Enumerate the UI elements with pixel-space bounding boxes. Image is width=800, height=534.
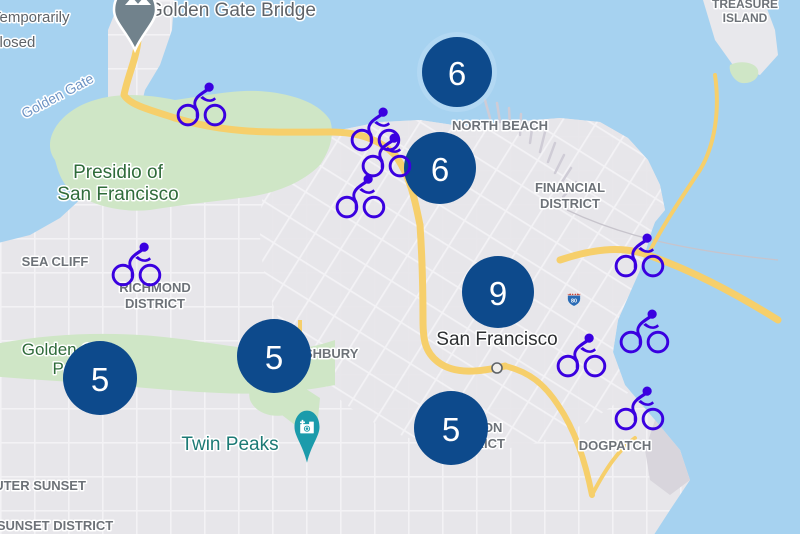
svg-text:DOGPATCH: DOGPATCH bbox=[579, 438, 651, 453]
svg-text:San Francisco: San Francisco bbox=[436, 329, 557, 350]
svg-text:5: 5 bbox=[442, 411, 460, 448]
svg-text:TREASURE: TREASURE bbox=[712, 0, 778, 11]
svg-text:DISTRICT: DISTRICT bbox=[540, 196, 600, 211]
svg-text:Twin Peaks: Twin Peaks bbox=[181, 434, 278, 455]
svg-text:6: 6 bbox=[431, 151, 449, 188]
svg-text:NORTH BEACH: NORTH BEACH bbox=[452, 118, 548, 133]
svg-text:5: 5 bbox=[265, 339, 283, 376]
svg-text:Golden Gate Bridge: Golden Gate Bridge bbox=[148, 0, 316, 21]
svg-text:closed: closed bbox=[0, 34, 35, 51]
svg-text:DISTRICT: DISTRICT bbox=[125, 296, 185, 311]
svg-text:6: 6 bbox=[448, 55, 466, 92]
svg-text:ISLAND: ISLAND bbox=[723, 11, 768, 25]
svg-text:SEA CLIFF: SEA CLIFF bbox=[22, 254, 89, 269]
svg-text:FINANCIAL: FINANCIAL bbox=[535, 180, 605, 195]
svg-text:SUNSET DISTRICT: SUNSET DISTRICT bbox=[0, 518, 113, 533]
svg-text:Presidio of: Presidio of bbox=[73, 162, 163, 183]
svg-text:OUTER SUNSET: OUTER SUNSET bbox=[0, 478, 86, 493]
svg-text:5: 5 bbox=[91, 361, 109, 398]
svg-text:9: 9 bbox=[489, 275, 507, 312]
svg-text:80: 80 bbox=[571, 298, 577, 304]
svg-text:San Francisco: San Francisco bbox=[57, 184, 178, 205]
svg-text:Temporarily: Temporarily bbox=[0, 9, 70, 26]
